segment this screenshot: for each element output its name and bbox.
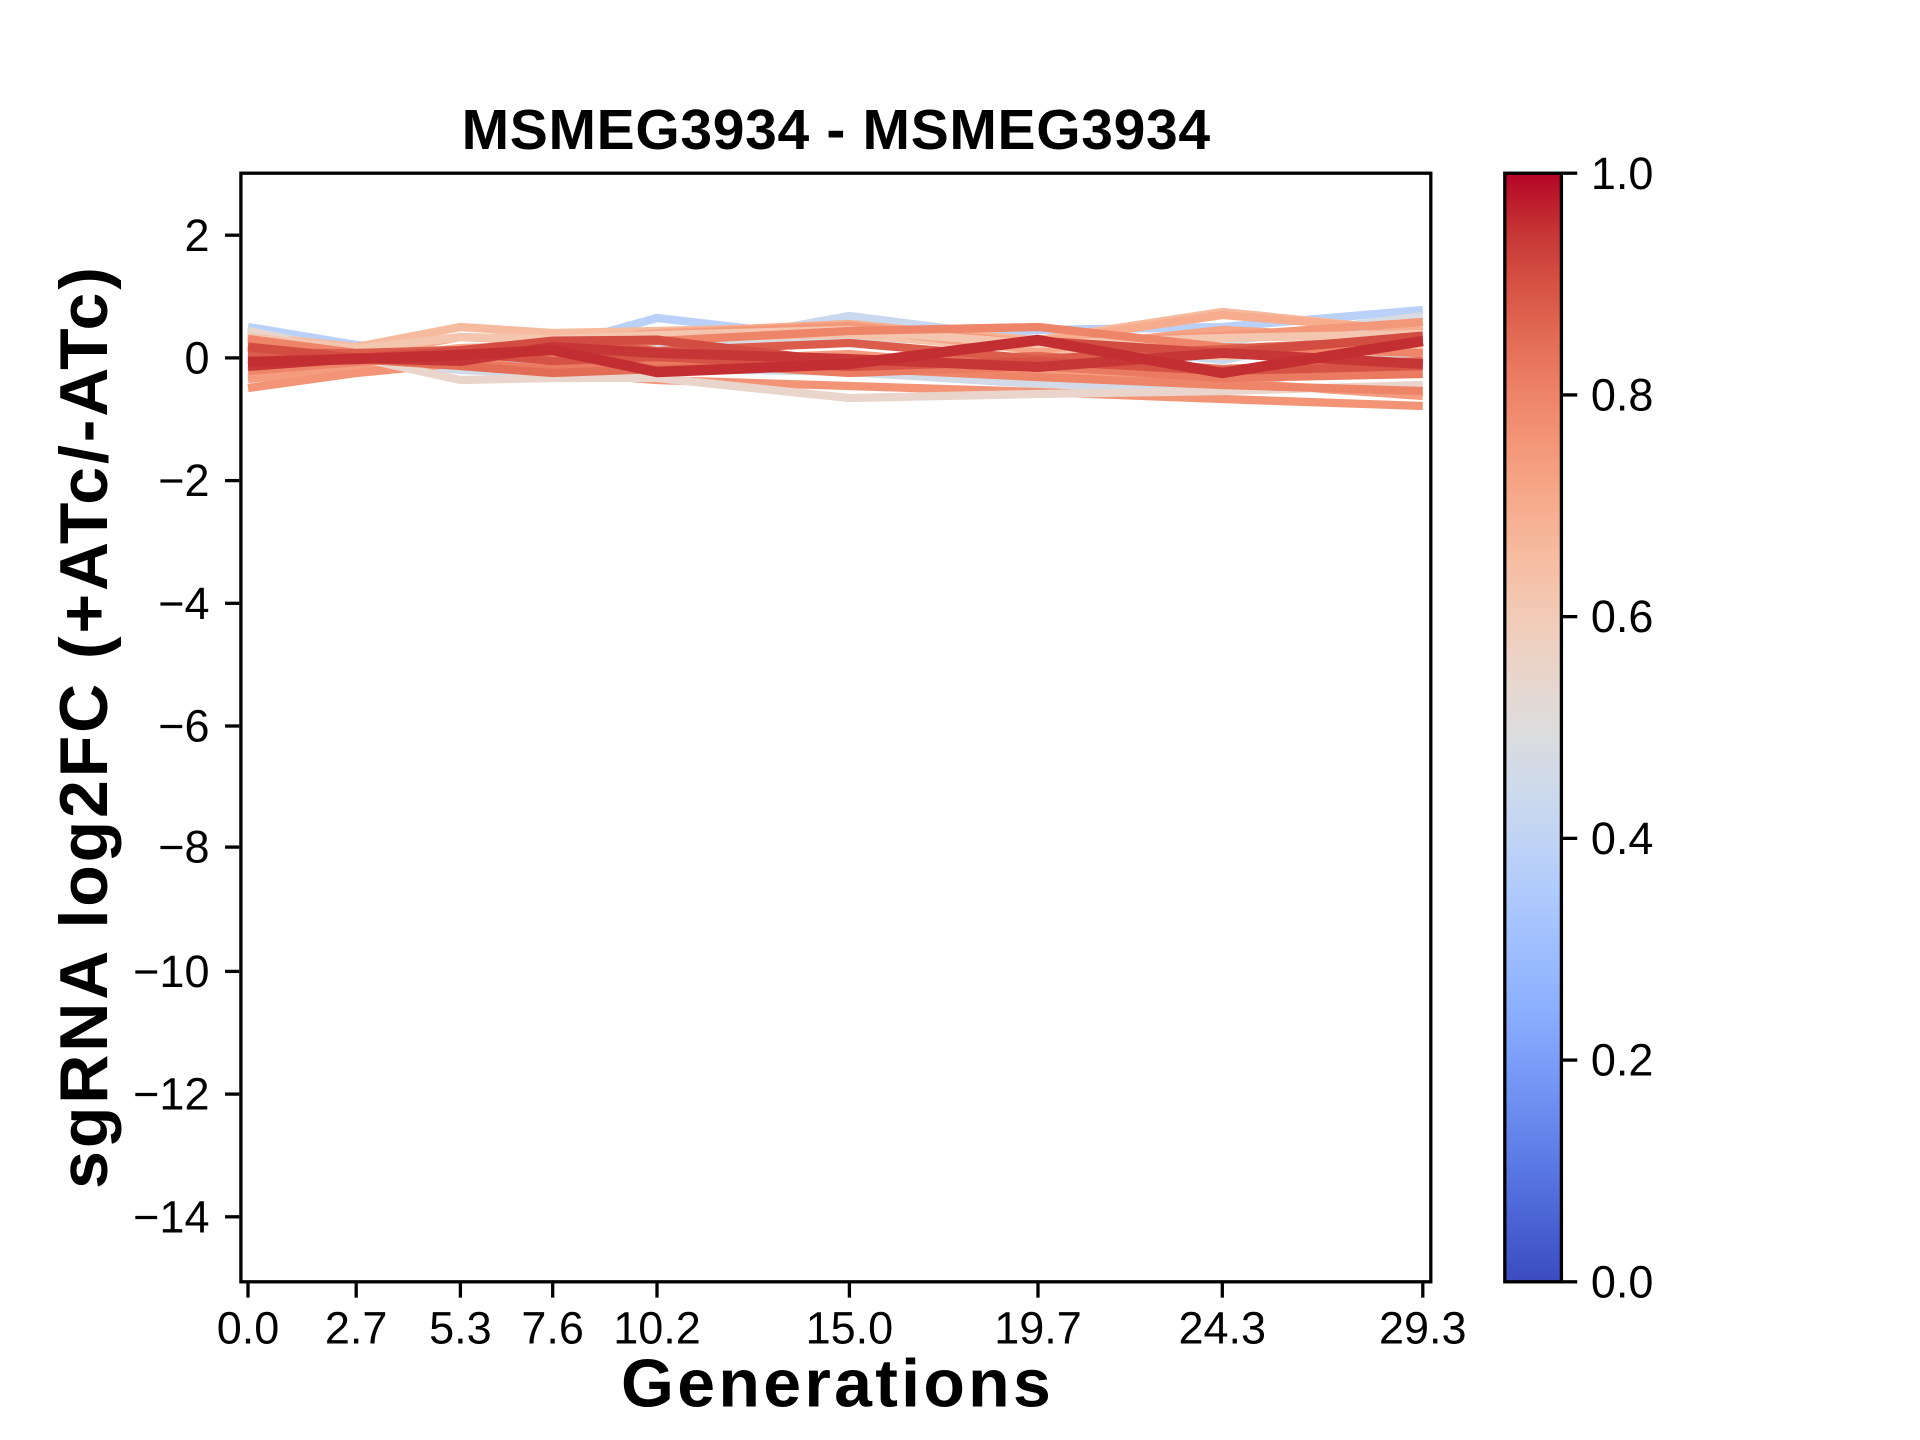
svg-text:−4: −4 bbox=[158, 578, 209, 629]
svg-text:5.3: 5.3 bbox=[429, 1303, 492, 1354]
svg-text:−12: −12 bbox=[133, 1069, 209, 1120]
svg-text:7.6: 7.6 bbox=[521, 1303, 584, 1354]
svg-text:0: 0 bbox=[184, 333, 209, 384]
svg-text:10.2: 10.2 bbox=[613, 1303, 701, 1354]
svg-text:15.0: 15.0 bbox=[806, 1303, 894, 1354]
svg-text:−6: −6 bbox=[158, 701, 209, 752]
svg-text:24.3: 24.3 bbox=[1179, 1303, 1267, 1354]
svg-text:Generations: Generations bbox=[621, 1346, 1054, 1422]
svg-text:2: 2 bbox=[184, 210, 209, 261]
svg-text:29.3: 29.3 bbox=[1379, 1303, 1467, 1354]
svg-text:MSMEG3934 - MSMEG3934: MSMEG3934 - MSMEG3934 bbox=[462, 98, 1211, 162]
svg-text:1.0: 1.0 bbox=[1591, 148, 1654, 199]
svg-text:sgRNA log2FC (+ATc/-ATc): sgRNA log2FC (+ATc/-ATc) bbox=[46, 264, 122, 1189]
svg-text:0.0: 0.0 bbox=[217, 1303, 280, 1354]
svg-text:−2: −2 bbox=[158, 455, 209, 506]
svg-text:0.8: 0.8 bbox=[1591, 370, 1654, 421]
svg-text:19.7: 19.7 bbox=[994, 1303, 1082, 1354]
svg-text:0.6: 0.6 bbox=[1591, 591, 1654, 642]
svg-text:0.4: 0.4 bbox=[1591, 813, 1654, 864]
svg-text:−14: −14 bbox=[133, 1191, 209, 1242]
svg-text:2.7: 2.7 bbox=[325, 1303, 388, 1354]
svg-text:0.2: 0.2 bbox=[1591, 1035, 1654, 1086]
svg-text:0.0: 0.0 bbox=[1591, 1256, 1654, 1307]
svg-text:−10: −10 bbox=[133, 946, 209, 997]
svg-text:−8: −8 bbox=[158, 822, 209, 873]
